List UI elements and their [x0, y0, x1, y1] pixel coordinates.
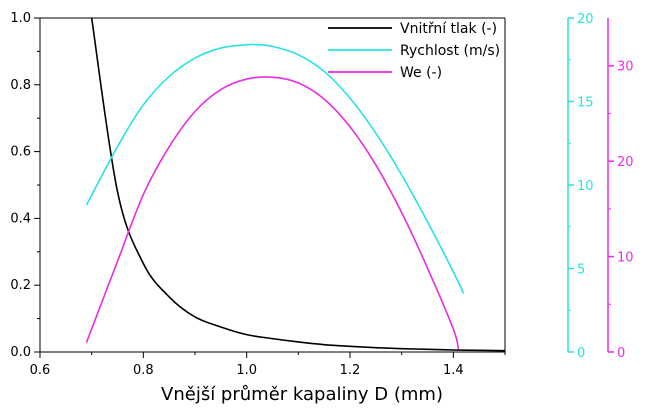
- x-tick-label: 0.6: [30, 363, 51, 378]
- right2-y-axis-tick-label: 0: [617, 346, 625, 361]
- x-tick-label: 1.2: [340, 363, 361, 378]
- x-tick-label: 1.4: [443, 363, 464, 378]
- left-y-tick-label: 0.2: [10, 278, 31, 293]
- left-y-tick-label: 0.0: [10, 345, 31, 360]
- series-line-1: [90, 17, 506, 352]
- series-layer: [85, 17, 506, 352]
- right2-y-axis-tick-label: 10: [617, 251, 634, 266]
- left-y-tick-label: 1.0: [10, 11, 31, 26]
- left-y-tick-label: 0.4: [10, 211, 31, 226]
- series-line-3: [85, 76, 460, 350]
- x-tick-label: 0.8: [133, 363, 154, 378]
- x-axis-title: Vnější průměr kapaliny D (mm): [161, 384, 443, 405]
- legend-label-3: We (-): [400, 65, 442, 81]
- right1-y-axis-tick-label: 20: [577, 12, 594, 27]
- series-line-2: [85, 43, 465, 294]
- legend-label-1: Vnitřní tlak (-): [400, 21, 497, 37]
- right1-y-axis-tick-label: 10: [577, 179, 594, 194]
- right1-y-axis-tick-label: 5: [577, 263, 585, 278]
- legend: Vnitřní tlak (-) Rychlost (m/s) We (-): [328, 21, 500, 81]
- left-y-tick-label: 0.8: [10, 78, 31, 93]
- right2-y-axis-tick-label: 20: [617, 155, 634, 170]
- legend-label-2: Rychlost (m/s): [400, 43, 500, 59]
- left-y-tick-label: 0.6: [10, 145, 31, 160]
- x-tick-label: 1.0: [236, 363, 257, 378]
- right2-y-axis-tick-label: 30: [617, 60, 634, 75]
- right1-y-axis-tick-label: 15: [577, 96, 594, 111]
- axes-layer: 0.6 0.8 1.0 1.2 1.4 0.0 0.2 0.4 0.6 0.8 1.0 0 5 10 15 2…: [10, 11, 633, 378]
- right1-y-axis-tick-label: 0: [577, 346, 585, 361]
